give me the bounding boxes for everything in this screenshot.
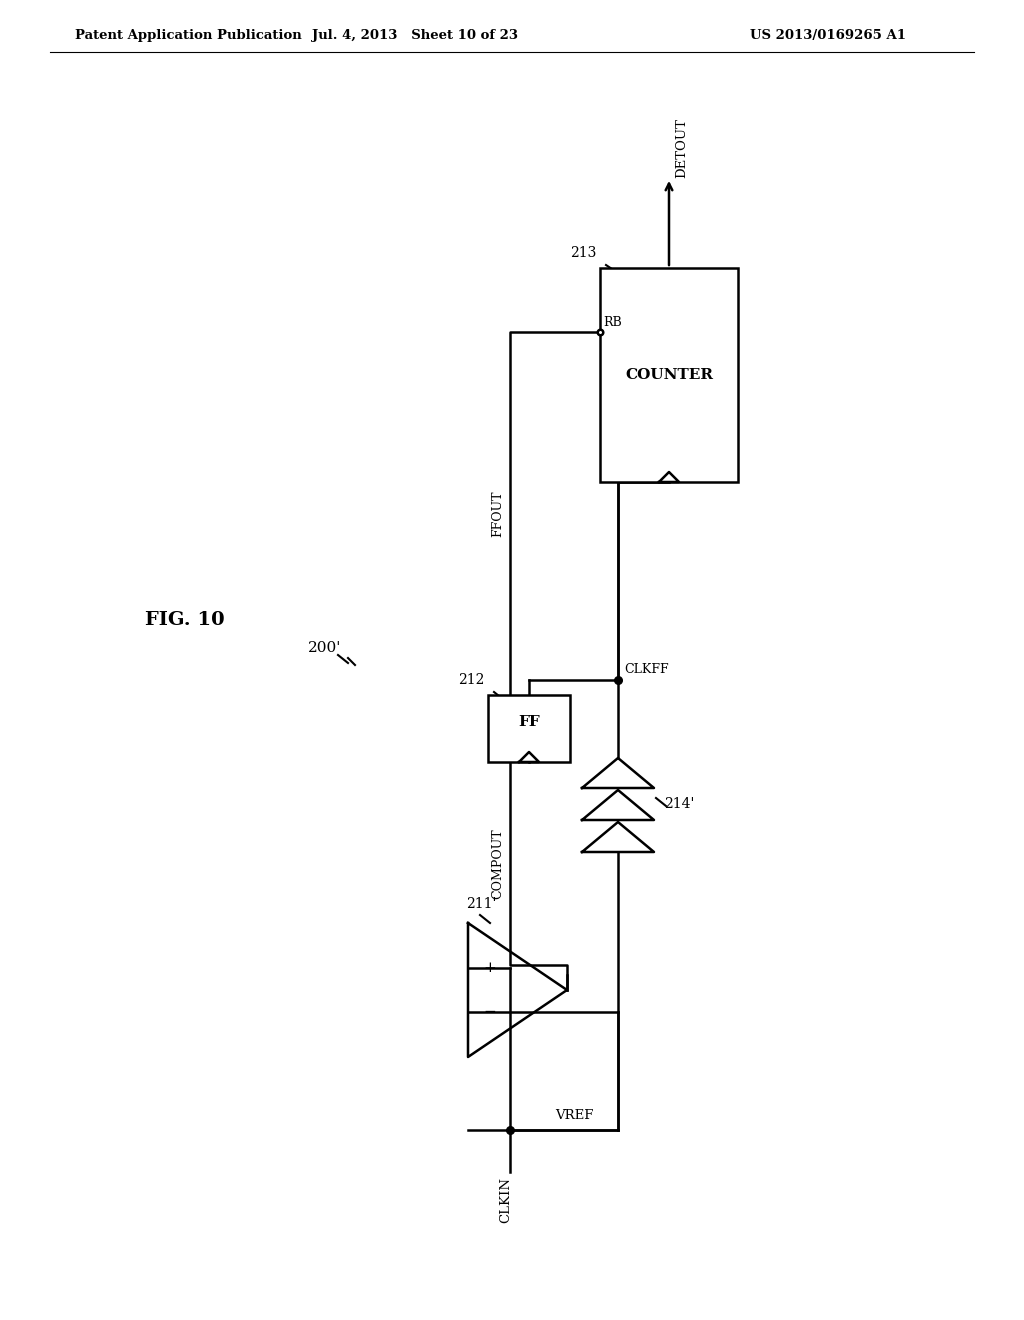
Bar bbox=[600, 268, 738, 482]
Text: Jul. 4, 2013   Sheet 10 of 23: Jul. 4, 2013 Sheet 10 of 23 bbox=[312, 29, 518, 41]
Text: 200': 200' bbox=[308, 642, 341, 655]
Bar bbox=[488, 696, 570, 762]
Text: 212: 212 bbox=[458, 673, 484, 686]
Text: Patent Application Publication: Patent Application Publication bbox=[75, 29, 302, 41]
Text: COMPOUT: COMPOUT bbox=[490, 828, 504, 899]
Text: VREF: VREF bbox=[555, 1109, 593, 1122]
Text: −: − bbox=[483, 1005, 497, 1019]
Text: US 2013/0169265 A1: US 2013/0169265 A1 bbox=[750, 29, 906, 41]
Text: 213: 213 bbox=[569, 246, 596, 260]
Text: +: + bbox=[483, 961, 497, 975]
Text: 214': 214' bbox=[664, 797, 694, 810]
Text: FF: FF bbox=[518, 715, 540, 730]
Text: CLKFF: CLKFF bbox=[624, 663, 669, 676]
Text: DETOUT: DETOUT bbox=[675, 117, 688, 178]
Text: CLKIN: CLKIN bbox=[500, 1177, 512, 1224]
Text: COUNTER: COUNTER bbox=[625, 368, 713, 381]
Text: FIG. 10: FIG. 10 bbox=[145, 611, 225, 630]
Text: FFOUT: FFOUT bbox=[490, 490, 504, 537]
Text: 211': 211' bbox=[466, 898, 497, 911]
Text: RB: RB bbox=[603, 317, 622, 329]
